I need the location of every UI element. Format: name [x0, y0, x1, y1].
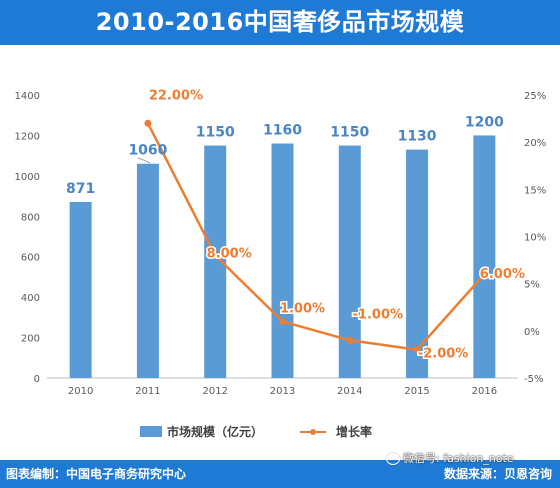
line-data-label: -1.00% — [353, 307, 404, 322]
bar — [406, 149, 429, 378]
bar-data-label: 1150 — [330, 125, 369, 141]
bar — [204, 145, 227, 378]
wechat-icon — [386, 453, 400, 465]
bar — [136, 163, 159, 378]
line-point — [279, 317, 286, 325]
line-point — [480, 270, 488, 278]
bar-data-label: 1130 — [398, 129, 437, 145]
x-tick-label: 2016 — [472, 386, 497, 397]
line-data-label: 6.00% — [480, 267, 525, 282]
title-bar — [0, 0, 560, 45]
bar-data-label: 1060 — [128, 143, 167, 159]
growth-rate-line — [146, 122, 486, 351]
bar — [271, 143, 294, 378]
line-data-label: -2.00% — [418, 347, 469, 362]
x-tick-label: 2012 — [202, 386, 227, 397]
x-tick-label: 2010 — [68, 386, 93, 397]
x-tick-label: 2015 — [404, 386, 429, 397]
y-left-tick-label: 800 — [21, 212, 40, 223]
y-right-tick-label: 25% — [524, 91, 546, 102]
y-left-tick-label: 600 — [21, 253, 40, 264]
footer-credit: 图表编制：中国电子商务研究中心 — [6, 467, 187, 481]
y-right-tick-label: 10% — [524, 233, 546, 244]
y-right-tick-label: 20% — [524, 138, 546, 149]
legend-bar-swatch — [140, 426, 162, 437]
y-right-tick-label: 5% — [524, 280, 540, 291]
legend-line-label: 增长率 — [336, 424, 372, 439]
x-tick-label: 2011 — [135, 386, 160, 397]
bar — [473, 135, 496, 378]
line-point — [144, 119, 152, 127]
y-left-tick-label: 1000 — [15, 172, 40, 183]
line-data-label: 22.00% — [149, 88, 203, 103]
watermark: 微信号: fashion_note — [386, 449, 514, 469]
line-point — [211, 251, 219, 259]
bar-data-label: 1150 — [196, 125, 235, 141]
bar — [69, 201, 92, 378]
bar-data-label: 1160 — [263, 123, 302, 139]
label-leader-line — [137, 157, 151, 164]
bar — [338, 145, 361, 378]
legend-line-marker — [310, 429, 316, 435]
y-left-tick-label: 1200 — [15, 131, 40, 142]
legend-bar-label: 市场规模（亿元） — [167, 424, 263, 439]
footer-bar — [0, 460, 560, 488]
y-left-tick-label: 400 — [21, 293, 40, 304]
y-left-tick-label: 1400 — [15, 91, 40, 102]
x-tick-label: 2014 — [337, 386, 362, 397]
chart-title: 2010-2016中国奢侈品市场规模 — [95, 8, 465, 36]
y-left-tick-label: 200 — [21, 334, 40, 345]
bar-data-label: 871 — [66, 181, 95, 197]
line-data-label: 8.00% — [207, 246, 252, 261]
y-right-tick-label: 15% — [524, 185, 546, 196]
line-point — [413, 346, 421, 354]
y-right-tick-label: 0% — [524, 327, 540, 338]
line-data-label: 1.00% — [280, 301, 325, 316]
watermark-text: 微信号: fashion_note — [403, 452, 514, 465]
y-right-tick-label: -5% — [524, 374, 543, 385]
bar-data-label: 1200 — [465, 114, 504, 130]
footer-source: 数据来源：贝恩咨询 — [443, 467, 552, 481]
line-point — [346, 336, 354, 344]
y-left-tick-label: 0 — [34, 374, 40, 385]
x-tick-label: 2013 — [270, 386, 295, 397]
